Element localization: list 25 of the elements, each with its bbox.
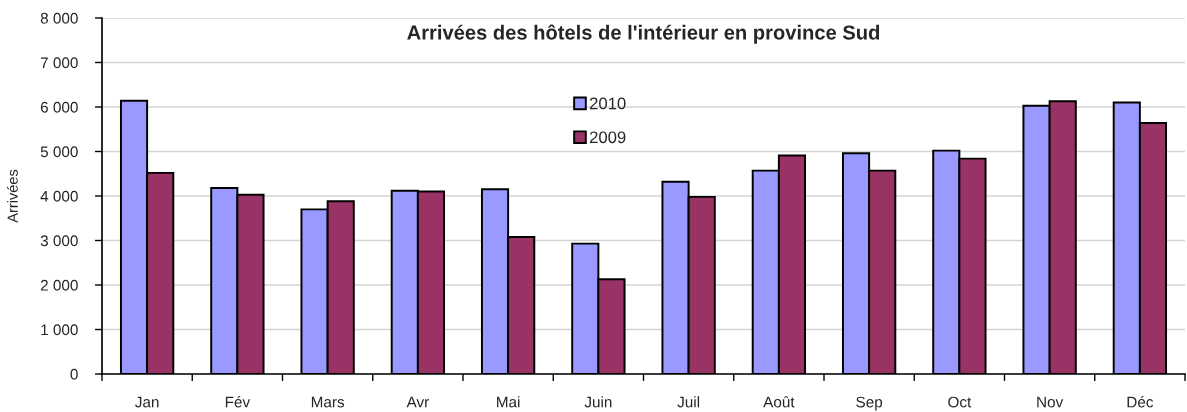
y-axis-title: Arrivées xyxy=(6,169,18,223)
x-tick-label: Fév xyxy=(225,396,251,408)
x-tick-label: Juil xyxy=(677,396,700,408)
y-tick-label: 3 000 xyxy=(40,235,78,247)
x-tick-label: Nov xyxy=(1037,396,1064,408)
x-tick-label: Mai xyxy=(497,396,520,408)
y-tick-label: 8 000 xyxy=(40,12,78,24)
chart-title: Arrivées des hôtels de l'intérieur en province Sud xyxy=(407,24,880,44)
x-tick-label: Jan xyxy=(135,396,159,408)
y-tick-label: 0 xyxy=(70,368,78,380)
legend-label: 2010 xyxy=(589,97,626,110)
y-tick-label: 2 000 xyxy=(40,279,78,291)
y-tick-label: 6 000 xyxy=(40,101,78,113)
y-tick-label: 5 000 xyxy=(40,146,78,158)
y-tick-label: 4 000 xyxy=(40,190,78,202)
x-tick-label: Avr xyxy=(406,396,429,408)
x-tick-label: Août xyxy=(763,396,795,408)
y-tick-label: 7 000 xyxy=(40,57,78,69)
x-tick-label: Oct xyxy=(948,396,972,408)
x-tick-label: Sep xyxy=(856,396,883,411)
legend-label: 2009 xyxy=(589,131,626,144)
y-tick-label: 1 000 xyxy=(41,324,78,336)
x-tick-label: Déc xyxy=(1127,396,1154,408)
x-tick-label: Juin xyxy=(584,396,612,408)
x-tick-label: Mars xyxy=(311,396,345,408)
